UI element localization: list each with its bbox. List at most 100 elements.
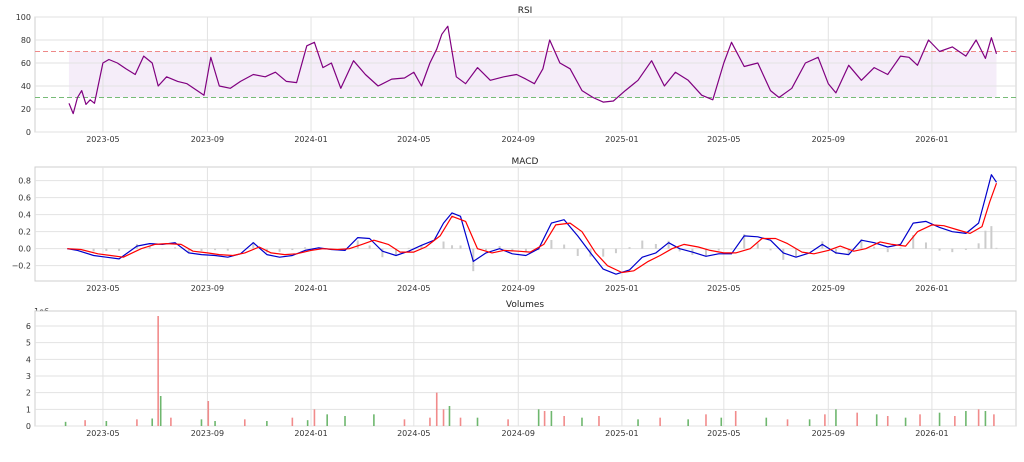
macd-histogram-bar: [964, 248, 967, 250]
macd-histogram-bar: [187, 248, 190, 253]
volumes-xtick-label: 2024-09: [502, 429, 535, 438]
volumes-volume-bar: [313, 409, 316, 426]
macd-histogram-bar: [860, 239, 863, 249]
volumes-volume-bar: [476, 417, 479, 426]
macd-histogram-bar: [118, 248, 121, 251]
macd-histogram-bar: [667, 240, 670, 249]
volumes-xtick-label: 2025-01: [605, 429, 638, 438]
volumes-volume-bar: [64, 421, 67, 426]
rsi-xtick-label: 2024-05: [397, 135, 430, 144]
macd-xtick-label: 2025-05: [707, 284, 740, 293]
macd-histogram-bar: [278, 248, 281, 252]
macd-histogram-bar: [654, 243, 657, 249]
macd-histogram-bar: [995, 247, 998, 249]
volumes-volume-bar: [266, 421, 268, 426]
macd-histogram-bar: [498, 246, 501, 249]
volumes-ytick-label: 1: [26, 405, 31, 414]
macd-histogram-bar: [730, 248, 733, 250]
macd-histogram-bar: [485, 248, 488, 251]
macd-histogram-bar: [550, 239, 553, 249]
volumes-volume-bar: [954, 416, 956, 426]
macd-histogram-bar: [511, 248, 514, 252]
volumes-ytick-label: 6: [26, 322, 31, 331]
macd-histogram-bar: [756, 243, 759, 249]
rsi-xtick-label: 2025-01: [605, 135, 638, 144]
volumes-xtick-label: 2023-09: [191, 429, 224, 438]
volumes-plot-area: [34, 310, 1017, 427]
volumes-volume-bar: [207, 401, 210, 426]
macd-histogram-bar: [92, 248, 95, 252]
volumes-volume-bar: [442, 409, 445, 426]
volumes-volume-bar: [151, 418, 154, 426]
volumes-volume-bar: [543, 411, 546, 426]
volumes-volume-bar: [306, 420, 309, 426]
volumes-volume-bar: [904, 417, 907, 426]
macd-ytick-label: 0.0: [18, 245, 31, 254]
macd-histogram-bar: [214, 248, 217, 251]
macd-histogram-bar: [381, 248, 384, 258]
macd-histogram-bar: [886, 248, 889, 253]
volumes-volume-bar: [598, 416, 600, 426]
volumes-volume-bar: [919, 414, 921, 426]
rsi-series-line-0: [68, 25, 998, 115]
volumes-volume-bar: [875, 414, 878, 426]
macd-histogram-bar: [576, 248, 579, 256]
volumes-volume-bar: [581, 417, 583, 426]
rsi-xtick-label: 2024-09: [502, 135, 535, 144]
volumes-volume-bar: [977, 409, 980, 426]
volumes-volume-bar: [993, 414, 995, 426]
volumes-volume-bar: [786, 419, 789, 426]
macd-ytick-label: −0.2: [12, 262, 31, 271]
macd-histogram-bar: [743, 234, 746, 249]
volumes-volume-bar: [159, 396, 162, 426]
volumes-volume-bar: [984, 411, 987, 426]
volumes-panel: Volumes 1e6 01234562023-052023-092024-01…: [26, 300, 1017, 438]
rsi-title: RSI: [518, 6, 533, 16]
volumes-ytick-label: 4: [26, 355, 31, 364]
rsi-ytick-label: 60: [21, 59, 31, 68]
macd-xtick-label: 2025-01: [605, 284, 638, 293]
volumes-title: Volumes: [506, 300, 544, 310]
volumes-volume-bar: [886, 416, 889, 426]
volumes-volume-bar: [687, 419, 689, 426]
volumes-volume-bar: [448, 406, 451, 426]
volumes-volume-bar: [537, 409, 540, 426]
rsi-xtick-label: 2023-09: [191, 135, 224, 144]
volumes-volume-bar: [243, 419, 246, 426]
volumes-ytick-label: 5: [26, 339, 31, 348]
macd-histogram-bar: [899, 247, 902, 249]
macd-xtick-label: 2023-05: [86, 284, 119, 293]
volumes-volume-bar: [808, 419, 811, 426]
volumes-volume-bar: [105, 421, 108, 426]
macd-histogram-bar: [641, 240, 644, 249]
volumes-volume-bar: [214, 421, 216, 426]
volumes-volume-bar: [84, 420, 86, 426]
macd-histogram-bar: [356, 240, 359, 249]
volumes-xtick-label: 2026-01: [915, 429, 948, 438]
macd-title: MACD: [512, 157, 539, 167]
macd-xtick-label: 2026-01: [915, 284, 948, 293]
macd-histogram-bar: [782, 248, 785, 260]
volumes-volume-bar: [637, 419, 639, 426]
macd-histogram-bar: [990, 226, 993, 249]
volumes-volume-bar: [403, 419, 406, 426]
volumes-ytick-label: 3: [26, 372, 31, 381]
macd-histogram-bar: [847, 248, 850, 254]
rsi-ytick-label: 20: [21, 105, 31, 114]
macd-histogram-bar: [226, 248, 229, 251]
volumes-xtick-label: 2025-05: [707, 429, 740, 438]
volumes-volume-bar: [705, 414, 707, 426]
macd-histogram-bar: [678, 248, 681, 252]
macd-histogram-bar: [394, 248, 397, 255]
macd-histogram-bar: [161, 248, 164, 250]
rsi-xtick-label: 2026-01: [915, 135, 948, 144]
volumes-volume-bar: [157, 316, 159, 426]
rsi-ytick-label: 100: [16, 13, 31, 22]
macd-xtick-label: 2024-09: [502, 284, 535, 293]
volumes-ytick-label: 0: [26, 422, 31, 431]
macd-histogram-bar: [602, 248, 605, 257]
macd-ytick-label: 0.6: [18, 194, 31, 203]
volumes-volume-bar: [659, 417, 661, 426]
macd-histogram-bar: [420, 245, 423, 249]
